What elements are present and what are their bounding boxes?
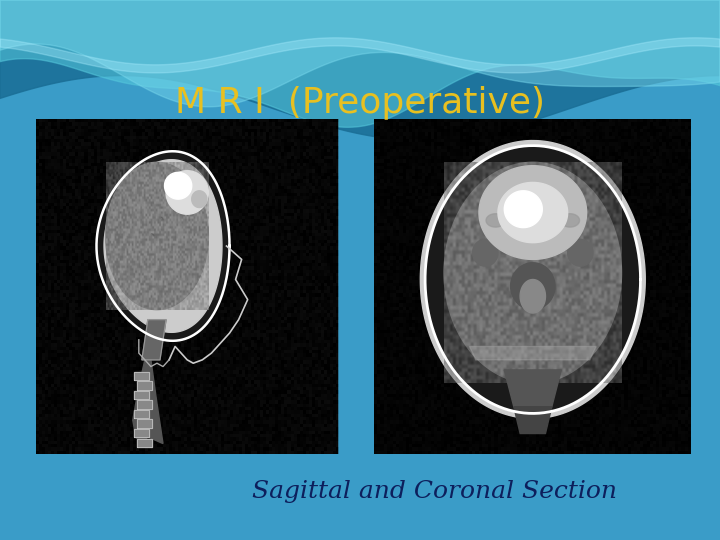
Polygon shape (420, 140, 645, 418)
Polygon shape (472, 239, 498, 266)
Polygon shape (425, 146, 641, 414)
Polygon shape (520, 280, 546, 313)
Polygon shape (142, 320, 166, 360)
Polygon shape (166, 171, 208, 214)
Polygon shape (104, 160, 222, 332)
Polygon shape (543, 200, 562, 214)
Polygon shape (561, 214, 580, 227)
Polygon shape (504, 370, 562, 407)
Polygon shape (192, 191, 207, 207)
Polygon shape (106, 163, 208, 309)
Polygon shape (444, 163, 621, 383)
Bar (36, 119, 338, 454)
Polygon shape (134, 372, 150, 380)
Polygon shape (504, 200, 523, 214)
Polygon shape (425, 146, 641, 414)
Polygon shape (138, 438, 153, 447)
Polygon shape (523, 196, 542, 209)
Text: Sagittal and Coronal Section: Sagittal and Coronal Section (252, 480, 617, 503)
Polygon shape (138, 381, 153, 389)
Polygon shape (138, 400, 153, 409)
Polygon shape (96, 151, 230, 341)
Polygon shape (498, 183, 567, 242)
Polygon shape (469, 347, 596, 360)
Polygon shape (510, 263, 555, 309)
Polygon shape (504, 191, 542, 227)
Polygon shape (479, 166, 587, 259)
Polygon shape (132, 360, 163, 443)
Polygon shape (134, 391, 150, 399)
Text: M R I  (Preoperative): M R I (Preoperative) (175, 86, 545, 119)
Polygon shape (514, 407, 552, 434)
Polygon shape (134, 429, 150, 437)
Polygon shape (165, 172, 192, 199)
Polygon shape (138, 420, 153, 428)
Bar (374, 119, 691, 454)
Polygon shape (567, 239, 593, 266)
Polygon shape (486, 214, 505, 227)
Polygon shape (134, 410, 150, 418)
